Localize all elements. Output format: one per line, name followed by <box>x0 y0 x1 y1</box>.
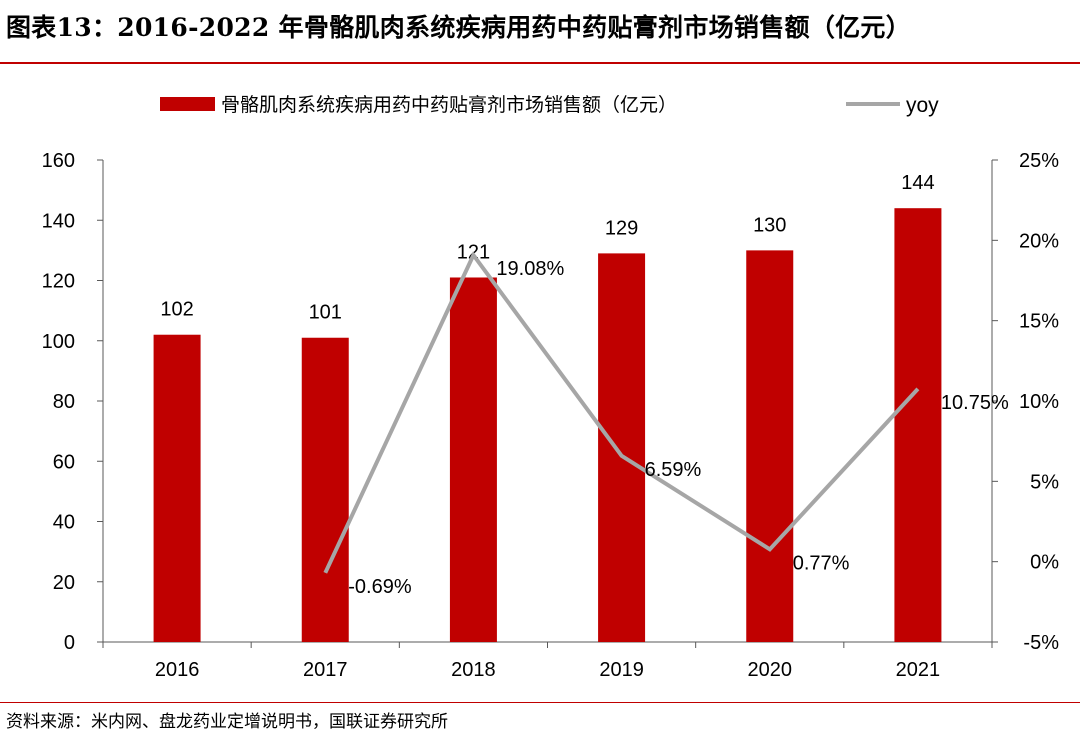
bar-data-label: 144 <box>901 172 934 194</box>
right-axis-tick-label: -5% <box>1023 632 1059 654</box>
yoy-data-label: 6.59% <box>645 459 702 481</box>
left-axis-tick-label: 100 <box>42 331 75 353</box>
title-underline <box>0 62 1080 64</box>
plot-area: 0 20 40 60 80 100 120 140 160 -5% 0% 5% 10% 15% 20% 25%… <box>42 150 1060 681</box>
bar <box>598 253 646 642</box>
yoy-data-label: 0.77% <box>793 552 850 574</box>
x-axis-tick-label: 2020 <box>748 659 793 681</box>
bar-data-label: 129 <box>605 217 638 239</box>
legend: 骨骼肌肉系统疾病用药中药贴膏剂市场销售额（亿元） yoy <box>160 93 939 117</box>
left-axis-tick-label: 0 <box>64 632 75 654</box>
bar <box>301 337 349 642</box>
left-axis-tick-label: 80 <box>53 391 75 413</box>
right-axis-tick-label: 5% <box>1030 471 1059 493</box>
legend-bar-swatch <box>160 97 215 111</box>
legend-line-label: yoy <box>906 94 939 117</box>
bar <box>449 277 497 642</box>
source-rule <box>0 702 1080 703</box>
bar-data-label: 101 <box>309 302 342 324</box>
yoy-data-label: 10.75% <box>941 392 1009 414</box>
figure-title: 图表13：2016-2022 年骨骼肌肉系统疾病用药中药贴膏剂市场销售额（亿元） <box>6 13 912 42</box>
left-axis-tick-label: 20 <box>53 572 75 594</box>
right-axis-tick-label: 0% <box>1030 552 1059 574</box>
left-axis-tick-label: 140 <box>42 210 75 232</box>
source-note: 资料来源：米内网、盘龙药业定增说明书，国联证券研究所 <box>6 712 448 732</box>
legend-bar-label: 骨骼肌肉系统疾病用药中药贴膏剂市场销售额（亿元） <box>221 93 677 116</box>
x-axis-tick-label: 2018 <box>451 659 496 681</box>
yoy-data-label: 19.08% <box>496 258 564 280</box>
yoy-data-label: -0.69% <box>348 576 412 598</box>
bar-data-label: 130 <box>753 214 786 236</box>
bar <box>153 334 201 642</box>
left-axis-tick-label: 60 <box>53 451 75 473</box>
right-axis-tick-label: 20% <box>1019 230 1059 252</box>
x-axis-tick-label: 2016 <box>155 659 200 681</box>
bar <box>894 208 942 642</box>
right-axis-tick-label: 15% <box>1019 311 1059 333</box>
left-axis-tick-label: 160 <box>42 150 75 172</box>
x-axis-tick-label: 2017 <box>303 659 348 681</box>
bar <box>746 250 794 642</box>
x-axis-tick-label: 2019 <box>599 659 644 681</box>
left-axis-tick-label: 120 <box>42 271 75 293</box>
x-axis-tick-label: 2021 <box>896 659 941 681</box>
left-axis-tick-label: 40 <box>53 512 75 534</box>
bar-data-label: 102 <box>160 299 193 321</box>
right-axis-tick-label: 25% <box>1019 150 1059 172</box>
yoy-line <box>323 251 920 574</box>
right-axis-tick-label: 10% <box>1019 391 1059 413</box>
